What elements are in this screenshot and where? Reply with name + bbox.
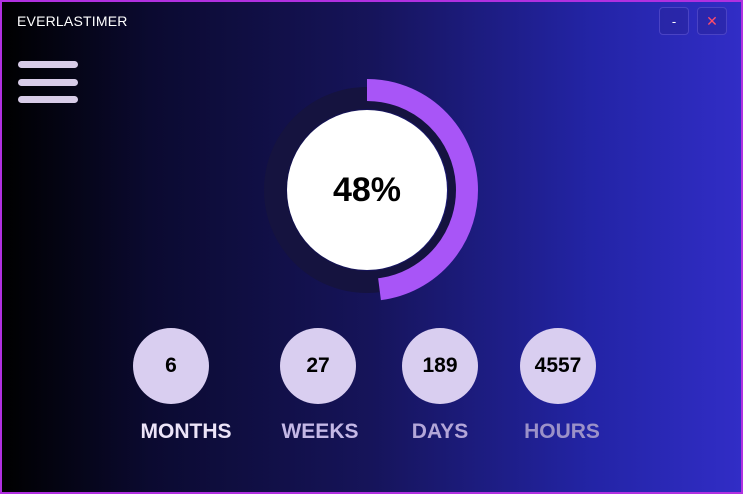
weeks-label: WEEKS bbox=[281, 420, 359, 443]
app-title: EVERLASTIMER bbox=[17, 13, 128, 29]
hours-value: 4557 bbox=[520, 328, 596, 404]
hamburger-menu-icon[interactable] bbox=[18, 61, 78, 105]
close-button[interactable]: ✕ bbox=[697, 7, 727, 35]
days-label: DAYS bbox=[411, 420, 469, 443]
progress-percent-label: 48% bbox=[332, 170, 402, 209]
months-label: MONTHS bbox=[140, 420, 232, 443]
weeks-value: 27 bbox=[280, 328, 356, 404]
progress-center bbox=[287, 110, 447, 270]
progress-ring bbox=[264, 79, 478, 301]
progress-arc bbox=[366, 79, 478, 301]
hours-label: HOURS bbox=[524, 420, 600, 443]
days-value: 189 bbox=[402, 328, 478, 404]
minimize-button[interactable]: - bbox=[659, 7, 689, 35]
months-value: 6 bbox=[133, 328, 209, 404]
